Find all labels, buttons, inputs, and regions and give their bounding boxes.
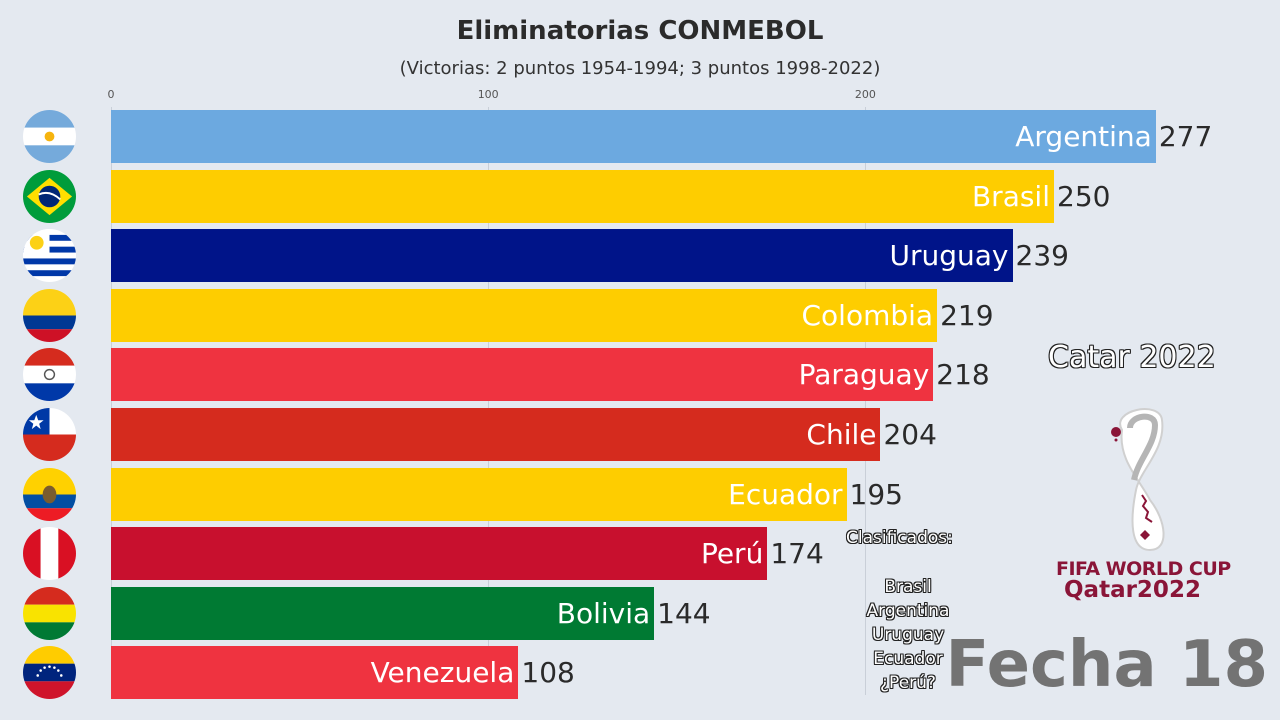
bar-label: Paraguay — [798, 358, 930, 392]
bar-label: Venezuela — [370, 656, 515, 690]
bar-label: Perú — [700, 537, 764, 571]
world-cup-logo-icon — [1100, 400, 1180, 560]
bar-value: 195 — [849, 477, 903, 511]
qualified-item: Argentina — [866, 601, 950, 621]
bar-chart-plot: 0 100 200 Argentina 277 Brasil 250 Uruguay 239 Co… — [107, 88, 1213, 708]
qualified-item: Brasil — [884, 577, 932, 597]
bar-label: Uruguay — [889, 239, 1009, 273]
bolivia-flag-icon — [23, 586, 76, 640]
argentina-flag-icon — [23, 110, 76, 163]
bar-value: 204 — [883, 418, 937, 451]
bar-value: 144 — [657, 596, 711, 630]
peru-flag-icon — [23, 527, 76, 581]
bar: Chile — [111, 408, 881, 461]
bar: Venezuela — [111, 646, 519, 700]
bar: Argentina — [111, 110, 1156, 163]
bar: Bolivia — [111, 586, 655, 640]
bar-value: 174 — [770, 537, 824, 571]
logo-title: FIFA WORLD CUP — [1056, 558, 1231, 580]
bar: Perú — [111, 527, 768, 581]
qualified-item: Uruguay — [871, 625, 945, 645]
bar-label: Argentina — [1015, 120, 1152, 153]
edition-label: Catar 2022 — [1048, 340, 1216, 375]
brazil-flag-icon — [23, 169, 76, 223]
bar-label: Chile — [806, 418, 877, 451]
chile-flag-icon — [23, 408, 76, 461]
bar-value: 218 — [936, 358, 990, 392]
bar-value: 108 — [521, 656, 575, 690]
x-tick-label: 100 — [477, 88, 499, 101]
bar: Brasil — [111, 169, 1054, 223]
chart-title: Eliminatorias CONMEBOL — [456, 16, 824, 46]
bar: Colombia — [111, 288, 938, 342]
bar-label: Bolivia — [556, 596, 651, 630]
bar-label: Brasil — [971, 179, 1050, 213]
qualified-title: Clasificados: — [846, 528, 953, 548]
bar-value: 277 — [1158, 120, 1213, 153]
venezuela-flag-icon — [23, 646, 76, 700]
bar-label: Colombia — [801, 298, 934, 332]
uruguay-flag-icon — [23, 229, 76, 283]
logo-subtitle: Qatar2022 — [1064, 577, 1201, 603]
bar-value: 250 — [1057, 179, 1111, 213]
x-tick-label: 200 — [854, 88, 876, 101]
bar-label: Ecuador — [728, 477, 843, 511]
bar: Ecuador — [111, 467, 847, 521]
chart-subtitle: (Victorias: 2 puntos 1954-1994; 3 puntos… — [399, 58, 881, 79]
bar-value: 219 — [940, 298, 994, 332]
qualified-item: ¿Perú? — [880, 673, 936, 693]
qualified-list: Brasil Argentina Uruguay Ecuador ¿Perú? — [846, 575, 970, 695]
ecuador-flag-icon — [23, 467, 76, 521]
x-tick-label: 0 — [107, 88, 115, 101]
paraguay-flag-icon — [23, 348, 76, 402]
round-label: Fecha 18 — [945, 628, 1268, 702]
bar: Paraguay — [111, 348, 934, 402]
bar-value: 239 — [1015, 239, 1069, 273]
qualified-item: Ecuador — [873, 649, 943, 669]
bar: Uruguay — [111, 229, 1013, 283]
colombia-flag-icon — [23, 288, 76, 342]
